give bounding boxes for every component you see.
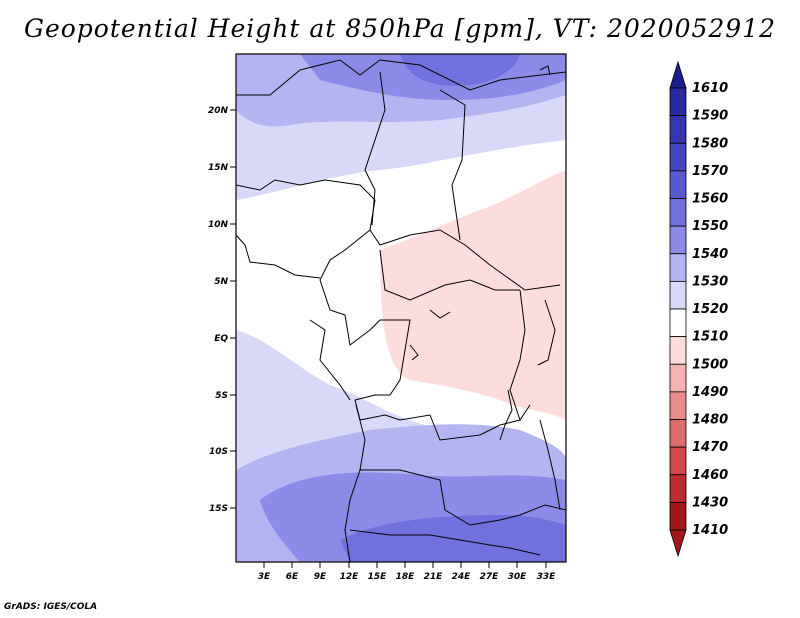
colorbar-segment [669,308,687,338]
height-field [236,54,566,562]
colorbar-segment [669,87,687,117]
colorbar-segment [669,115,687,144]
colorbar-segment [669,336,687,365]
colorbar-label: 1560 [692,192,728,207]
colorbar-segment [669,363,687,393]
colorbar: 1610 1590 1580 1570 1560 1550 1540 1530 1520 1510… [669,60,728,558]
lat-tick-label: 15S [209,504,228,514]
colorbar-segment [669,501,687,531]
colorbar-segment [669,529,687,558]
colorbar-segment [669,446,687,476]
colorbar-label: 1470 [692,440,728,455]
lon-tick-label: 9E [314,572,327,582]
colorbar-label: 1580 [692,136,728,151]
colorbar-segment [669,198,687,227]
lat-tick-label: 15N [208,163,229,173]
colorbar-label: 1510 [692,330,728,345]
lon-axis: 3E 6E 9E 12E 15E 18E 21E 24E 27E 30E 33E [258,562,556,582]
lon-tick-label: 18E [396,572,416,582]
colorbar-label: 1610 [692,81,728,96]
colorbar-label: 1460 [692,468,728,483]
colorbar-label: 1570 [692,164,728,179]
lat-tick-label: EQ [214,334,228,344]
colorbar-label: 1520 [692,302,728,317]
colorbar-segment [669,142,687,172]
country-boundaries [236,59,566,562]
lon-tick-label: 6E [286,572,299,582]
colorbar-label: 1430 [692,495,728,510]
lat-tick-label: 10N [208,220,229,230]
colorbar-label: 1490 [692,385,728,400]
lat-tick-label: 10S [209,447,228,457]
colorbar-label: 1590 [692,109,728,124]
colorbar-label: 1530 [692,274,728,289]
colorbar-segment [669,280,687,310]
lon-tick-label: 30E [508,572,528,582]
lon-tick-label: 21E [424,572,444,582]
colorbar-segment [669,60,687,89]
colorbar-segment [669,419,687,448]
lon-tick-label: 15E [368,572,388,582]
colorbar-label: 1550 [692,219,728,234]
colorbar-segment [669,225,687,255]
colorbar-segment [669,253,687,282]
colorbar-segment [669,391,687,420]
lon-tick-label: 24E [452,572,472,582]
colorbar-segment [669,474,687,503]
colorbar-label: 1500 [692,357,728,372]
colorbar-label: 1410 [692,523,728,538]
colorbar-label: 1540 [692,247,728,262]
lon-tick-label: 33E [537,572,557,582]
lat-tick-label: 5S [215,391,228,401]
chart-title: Geopotential Height at 850hPa [gpm], VT:… [23,14,777,43]
lon-tick-label: 12E [340,572,360,582]
lat-axis: 20N 15N 10N 5N EQ 5S 10S 15S [208,106,236,514]
lat-tick-label: 20N [208,106,229,116]
lat-tick-label: 5N [214,277,228,287]
colorbar-segment [669,170,687,199]
colorbar-label: 1480 [692,413,728,428]
map-frame [235,53,567,563]
credit-label: GrADS: IGES/COLA [4,602,98,612]
lon-tick-label: 3E [258,572,271,582]
lon-tick-label: 27E [480,572,500,582]
